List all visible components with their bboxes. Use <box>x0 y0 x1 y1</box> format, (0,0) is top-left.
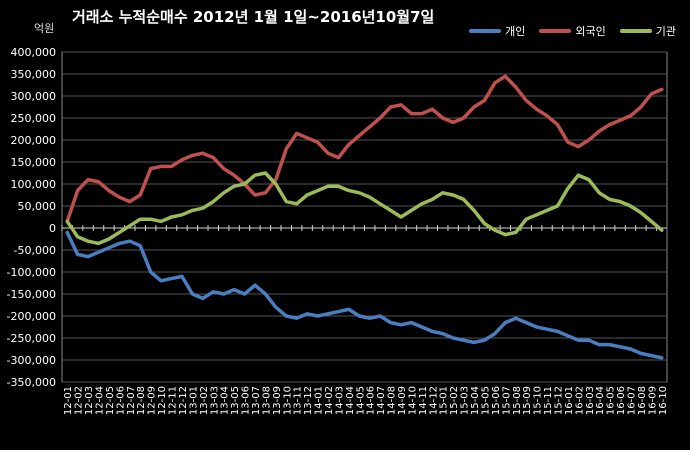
x-tick-label: 13-11 <box>293 386 304 415</box>
x-tick-label: 14-09 <box>397 386 408 415</box>
x-tick-label: 16-08 <box>637 386 648 415</box>
legend: 개인 외국인 기관 <box>469 23 676 39</box>
series-line <box>65 74 664 224</box>
y-tick-label: -350,000 <box>7 376 56 389</box>
x-tick-label: 14-07 <box>376 386 387 415</box>
y-tick-label: 350,000 <box>11 68 57 81</box>
x-tick-label: 16-03 <box>585 386 596 415</box>
x-tick-label: 15-11 <box>543 386 554 415</box>
legend-swatch <box>469 29 502 33</box>
x-tick-label: 13-06 <box>241 386 252 415</box>
x-tick-label: 14-04 <box>345 386 356 415</box>
x-tick-label: 16-04 <box>595 386 606 415</box>
legend-item-foreigner: 외국인 <box>539 23 606 39</box>
x-tick-label: 16-06 <box>616 386 627 415</box>
x-tick-label: 15-12 <box>553 386 564 415</box>
legend-label: 개인 <box>505 25 526 38</box>
chart-title: 거래소 누적순매수 2012년 1월 1일~2016년10월7일 <box>72 8 435 26</box>
y-tick-label: 0 <box>49 222 56 235</box>
y-tick-label: -250,000 <box>7 332 56 345</box>
x-tick-label: 15-07 <box>501 386 512 415</box>
y-tick-label: 400,000 <box>11 46 57 59</box>
x-tick-label: 12-07 <box>126 386 137 415</box>
x-tick-label: 15-03 <box>460 386 471 415</box>
y-tick-label: 150,000 <box>11 156 57 169</box>
x-tick-label: 16-02 <box>574 386 585 415</box>
legend-item-individual: 개인 <box>469 23 525 39</box>
x-tick-label: 13-08 <box>261 386 272 415</box>
x-tick-label: 16-10 <box>658 386 669 415</box>
x-tick-label: 13-09 <box>272 386 283 415</box>
series-line <box>65 171 664 246</box>
x-tick-label: 13-03 <box>209 386 220 415</box>
x-tick-label: 13-05 <box>230 386 241 415</box>
x-tick-label: 12-06 <box>115 386 126 415</box>
x-tick-label: 15-02 <box>449 386 460 415</box>
y-tick-label: 100,000 <box>11 178 57 191</box>
x-tick-label: 12-12 <box>178 386 189 415</box>
y-tick-label: -300,000 <box>7 354 56 367</box>
x-tick-label: 13-02 <box>199 386 210 415</box>
legend-label: 외국인 <box>575 25 606 38</box>
x-tick-label: 16-01 <box>564 386 575 415</box>
x-tick-label: 12-04 <box>95 386 106 415</box>
x-tick-label: 15-09 <box>522 386 533 415</box>
x-tick-label: 15-08 <box>512 386 523 415</box>
x-tick-label: 15-10 <box>533 386 544 415</box>
x-tick-label: 14-11 <box>418 386 429 415</box>
y-tick-label: -200,000 <box>7 310 56 323</box>
x-tick-label: 15-05 <box>480 386 491 415</box>
x-tick-label: 12-10 <box>157 386 168 415</box>
x-tick-label: 13-04 <box>220 386 231 415</box>
y-tick-label: -50,000 <box>14 244 56 257</box>
y-tick-label: 250,000 <box>11 112 57 125</box>
x-tick-label: 14-01 <box>314 386 325 415</box>
y-axis-unit-label: 억원 <box>34 22 55 35</box>
x-tick-label: 13-07 <box>251 386 262 415</box>
x-tick-label: 16-07 <box>626 386 637 415</box>
legend-label: 기관 <box>655 25 676 38</box>
plot-area <box>61 51 668 383</box>
x-tick-label: 12-11 <box>168 386 179 415</box>
x-tick-label: 13-01 <box>188 386 199 415</box>
x-tick-label: 12-08 <box>136 386 147 415</box>
y-tick-label: -100,000 <box>7 266 56 279</box>
y-tick-label: 50,000 <box>18 200 57 213</box>
y-tick-label: 300,000 <box>11 90 57 103</box>
x-tick-label: 13-10 <box>282 386 293 415</box>
x-tick-label: 14-06 <box>366 386 377 415</box>
y-tick-label: -150,000 <box>7 288 56 301</box>
legend-swatch <box>539 29 572 33</box>
x-tick-label: 12-09 <box>147 386 158 415</box>
x-tick-label: 14-10 <box>407 386 418 415</box>
x-tick-label: 12-02 <box>74 386 85 415</box>
x-tick-label: 15-04 <box>470 386 481 415</box>
x-tick-label: 16-05 <box>606 386 617 415</box>
x-tick-label: 14-08 <box>387 386 398 415</box>
x-tick-label: 12-05 <box>105 386 116 415</box>
legend-item-institution: 기관 <box>619 23 676 39</box>
x-tick-label: 15-06 <box>491 386 502 415</box>
x-tick-label: 14-02 <box>324 386 335 415</box>
x-tick-label: 14-12 <box>428 386 439 415</box>
x-tick-label: 14-03 <box>334 386 345 415</box>
x-tick-label: 13-12 <box>303 386 314 415</box>
series-line <box>65 230 664 360</box>
legend-swatch <box>619 29 652 33</box>
x-tick-label: 12-03 <box>84 386 95 415</box>
x-tick-label: 15-01 <box>439 386 450 415</box>
y-tick-label: 200,000 <box>11 134 57 147</box>
x-tick-label: 14-05 <box>355 386 366 415</box>
x-tick-label: 12-01 <box>63 386 74 415</box>
x-tick-label: 16-09 <box>647 386 658 415</box>
